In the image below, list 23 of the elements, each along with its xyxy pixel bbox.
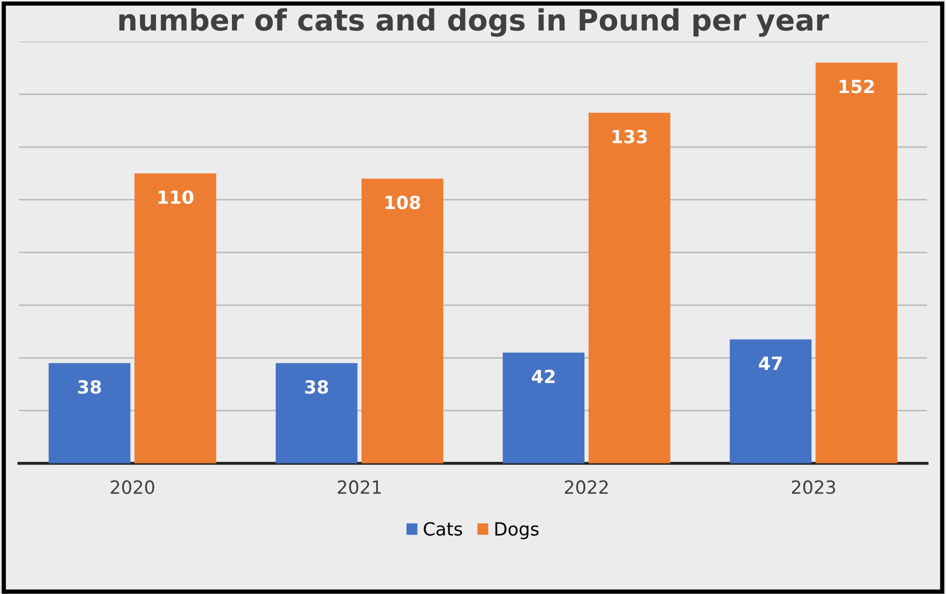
data-label: 110 [158,190,194,204]
data-label: 133 [612,130,647,144]
x-tick-label: 2023 [792,480,836,494]
chart-title: number of cats and dogs in Pound per year [119,8,830,37]
bar [134,173,216,464]
legend-label: Dogs [495,522,539,540]
data-label: 38 [78,380,101,394]
bar [816,62,898,464]
x-tick-label: 2020 [110,480,154,494]
bar [362,178,444,464]
x-tick-label: 2021 [338,480,381,494]
bar [502,352,584,464]
data-label: 47 [758,356,782,370]
data-label: 42 [532,370,555,383]
bar [588,112,670,464]
bar [730,339,812,464]
data-label: 108 [386,196,420,210]
legend-label: Cats [424,522,462,536]
data-label: 152 [840,80,874,94]
bar [276,363,358,464]
x-tick-label: 2022 [564,480,608,494]
data-label: 38 [305,380,328,394]
bar [48,363,130,464]
